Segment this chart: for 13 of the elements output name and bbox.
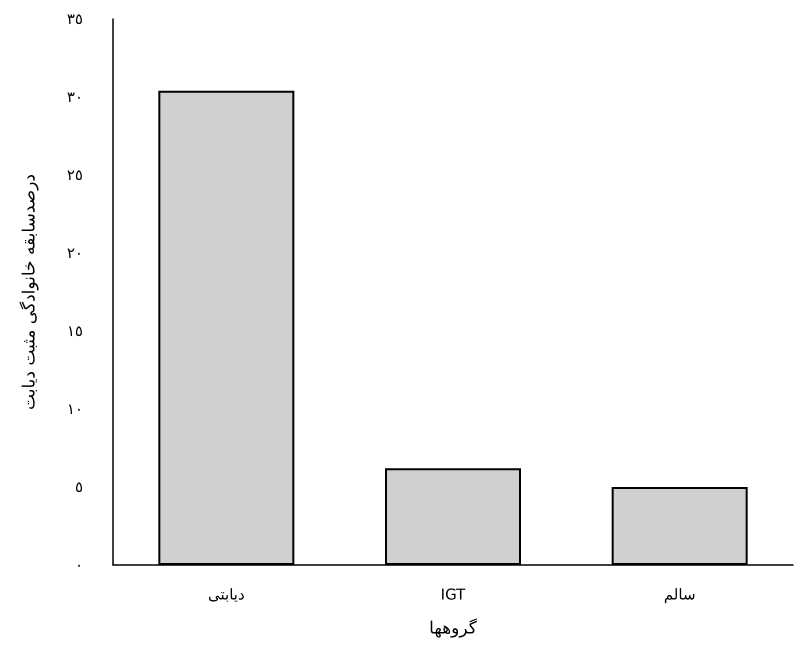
y-axis-title: درصدسابقه خانوادگی مثبت دیابت bbox=[18, 174, 40, 410]
x-axis-title: گروهها bbox=[429, 618, 478, 638]
x-tick-label: سالم bbox=[664, 586, 696, 604]
y-tick-label: ٣٠ bbox=[66, 88, 83, 106]
y-tick-label: ١٠ bbox=[66, 400, 83, 418]
y-tick-label: ٥ bbox=[74, 478, 83, 496]
x-tick-label: دیابتی bbox=[208, 586, 245, 604]
y-tick-label: ٢٠ bbox=[66, 244, 83, 262]
x-tick-label: IGT bbox=[440, 586, 466, 604]
y-tick-label: ٣٥ bbox=[66, 10, 83, 28]
y-tick-label: ٢٥ bbox=[66, 166, 83, 184]
y-tick-label: ١٥ bbox=[66, 322, 83, 340]
y-tick-label: ٠ bbox=[74, 556, 83, 574]
